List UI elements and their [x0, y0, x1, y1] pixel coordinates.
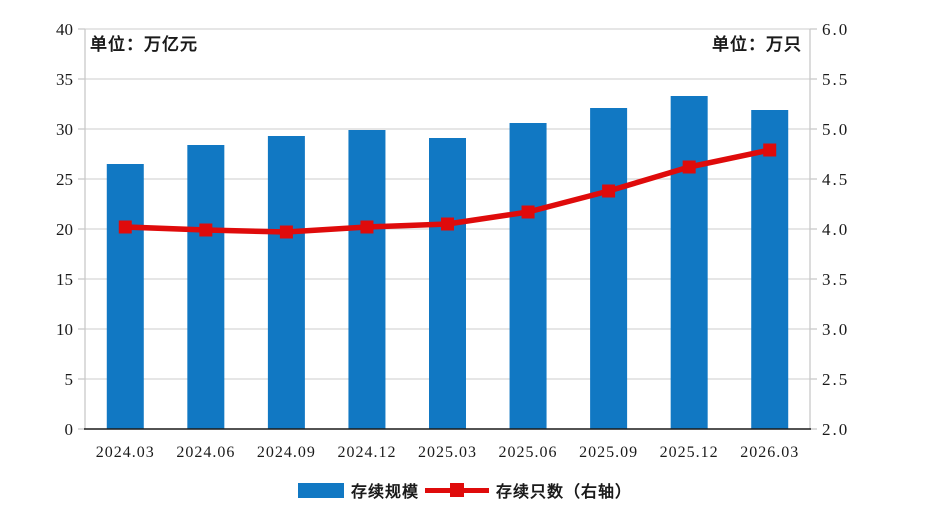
left-axis-tick-label: 0 [65, 420, 74, 439]
right-axis-tick-label: 5.5 [822, 70, 849, 89]
x-axis-category-label: 2025.09 [579, 444, 638, 461]
line-marker [521, 205, 535, 219]
line-marker [199, 223, 213, 237]
left-axis-tick-label: 25 [56, 170, 73, 189]
x-axis-category-label: 2024.09 [257, 444, 316, 461]
bar [590, 108, 628, 429]
left-axis-unit-label: 单位：万亿元 [90, 35, 198, 54]
legend-item-bar-series: 存续规模 [297, 478, 419, 502]
bar [348, 130, 386, 429]
bar [429, 138, 466, 429]
x-axis-category-label: 2024.06 [176, 444, 235, 461]
right-axis-tick-label: 5.0 [822, 120, 849, 139]
left-axis-tick-label: 5 [65, 370, 74, 389]
left-axis-tick-label: 20 [56, 220, 73, 239]
right-axis-tick-label: 3.0 [822, 320, 849, 339]
legend: 存续规模 存续只数（右轴） [0, 478, 930, 502]
x-axis-category-label: 2026.03 [740, 444, 799, 461]
x-axis-category-label: 2025.03 [418, 444, 477, 461]
right-axis-tick-label: 4.5 [822, 170, 849, 189]
left-axis-tick-label: 35 [56, 70, 73, 89]
bar-series-swatch [297, 482, 344, 498]
line-series-label: 存续只数（右轴） [496, 484, 633, 501]
x-axis-category-label: 2025.06 [499, 444, 558, 461]
x-axis-category-label: 2024.03 [96, 444, 155, 461]
right-axis-tick-label: 4.0 [822, 220, 849, 239]
right-axis-tick-label: 2.0 [822, 420, 849, 439]
line-marker [682, 160, 696, 174]
line-series-swatch-marker [450, 483, 464, 497]
bar [267, 136, 305, 429]
x-axis-category-label: 2024.12 [337, 444, 396, 461]
bar-series-label: 存续规模 [350, 484, 419, 501]
line-marker [118, 220, 132, 234]
left-axis-tick-label: 30 [56, 120, 73, 139]
line-marker [441, 217, 454, 231]
legend-item-line-series: 存续只数（右轴） [425, 478, 632, 502]
line-marker [602, 184, 616, 198]
right-axis-unit-label: 单位：万只 [712, 35, 802, 54]
left-axis-tick-label: 10 [56, 320, 73, 339]
left-axis-tick-label: 40 [56, 20, 73, 39]
bar [106, 164, 144, 429]
bar [187, 145, 225, 429]
bar [751, 110, 789, 429]
right-axis-tick-label: 3.5 [822, 270, 849, 289]
line-marker [360, 220, 374, 234]
bar [670, 96, 708, 429]
right-axis-tick-label: 2.5 [822, 370, 849, 389]
left-axis-tick-label: 15 [56, 270, 73, 289]
bar [509, 123, 547, 429]
line-marker [763, 143, 777, 157]
x-axis-category-label: 2025.12 [660, 444, 719, 461]
line-series-swatch [425, 483, 489, 498]
line-marker [279, 225, 293, 239]
right-axis-tick-label: 6.0 [822, 20, 849, 39]
